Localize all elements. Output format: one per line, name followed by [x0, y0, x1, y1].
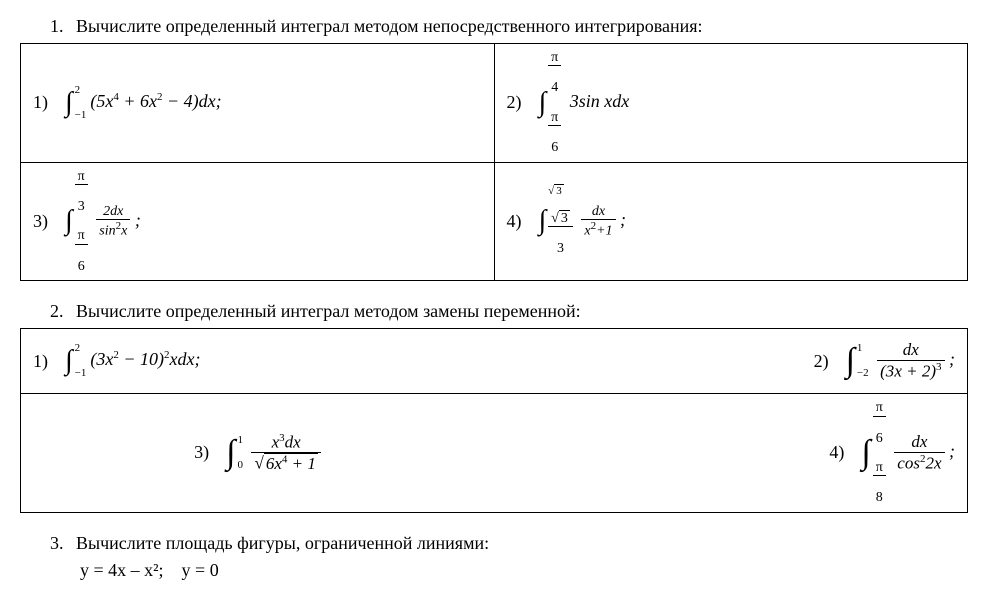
math-expr: ∫π4π6 3sin xdx [539, 50, 630, 156]
q1-number: 1. [50, 16, 76, 37]
cell-index: 4) [507, 211, 529, 232]
q2-cell-3: 3) ∫10 x3dx√6x4 + 1 [21, 394, 495, 513]
q3-number: 3. [50, 533, 76, 554]
q1-text: Вычислите определенный интеграл методом … [76, 16, 703, 37]
math-expr: ∫√3√33 dxx2+1 ; [539, 186, 627, 257]
q1-cell-3: 3) ∫π3π6 2dxsin2x ; [21, 162, 495, 281]
math-expr: ∫π3π6 2dxsin2x ; [65, 169, 141, 275]
q3-text: Вычислите площадь фигуры, ограниченной л… [76, 533, 489, 554]
q2-cell-2: 2) ∫1−2 dx(3x + 2)3 ; [494, 329, 968, 394]
cell-index: 1) [33, 351, 55, 372]
table-row: 3) ∫10 x3dx√6x4 + 1 4) ∫π6π8 dxcos22x ; [21, 394, 968, 513]
q2-table: 1) ∫2−1(3x2 − 10)2xdx; 2) ∫1−2 dx(3x + 2… [20, 328, 968, 513]
table-row: 3) ∫π3π6 2dxsin2x ; 4) ∫√3√33 dxx2+1 ; [21, 162, 968, 281]
cell-index: 2) [814, 351, 836, 372]
q1-cell-1: 1) ∫2−1(5x4 + 6x2 − 4)dx; [21, 44, 495, 163]
q2-text: Вычислите определенный интеграл методом … [76, 301, 581, 322]
cell-index: 3) [194, 442, 216, 463]
math-expr: ∫2−1(3x2 − 10)2xdx; [65, 343, 201, 379]
q1-table: 1) ∫2−1(5x4 + 6x2 − 4)dx; 2) ∫π4π6 3sin … [20, 43, 968, 281]
cell-index: 4) [829, 442, 851, 463]
q3-prompt: 3. Вычислите площадь фигуры, ограниченно… [50, 533, 968, 554]
table-row: 1) ∫2−1(3x2 − 10)2xdx; 2) ∫1−2 dx(3x + 2… [21, 329, 968, 394]
table-row: 1) ∫2−1(5x4 + 6x2 − 4)dx; 2) ∫π4π6 3sin … [21, 44, 968, 163]
cell-index: 1) [33, 92, 55, 113]
q1-cell-4: 4) ∫√3√33 dxx2+1 ; [494, 162, 968, 281]
cell-index: 2) [507, 92, 529, 113]
q2-cell-1: 1) ∫2−1(3x2 − 10)2xdx; [21, 329, 495, 394]
math-expr: ∫1−2 dx(3x + 2)3 ; [846, 341, 955, 381]
q1-prompt: 1. Вычислите определенный интеграл метод… [50, 16, 968, 37]
math-expr: ∫2−1(5x4 + 6x2 − 4)dx; [65, 85, 222, 121]
cell-index: 3) [33, 211, 55, 232]
q2-number: 2. [50, 301, 76, 322]
q2-cell-4: 4) ∫π6π8 dxcos22x ; [494, 394, 968, 513]
q3-lines: y = 4x – x²; y = 0 [80, 560, 968, 581]
math-expr: ∫10 x3dx√6x4 + 1 [226, 432, 321, 474]
q1-cell-2: 2) ∫π4π6 3sin xdx [494, 44, 968, 163]
math-expr: ∫π6π8 dxcos22x ; [861, 400, 955, 506]
q2-prompt: 2. Вычислите определенный интеграл метод… [50, 301, 968, 322]
